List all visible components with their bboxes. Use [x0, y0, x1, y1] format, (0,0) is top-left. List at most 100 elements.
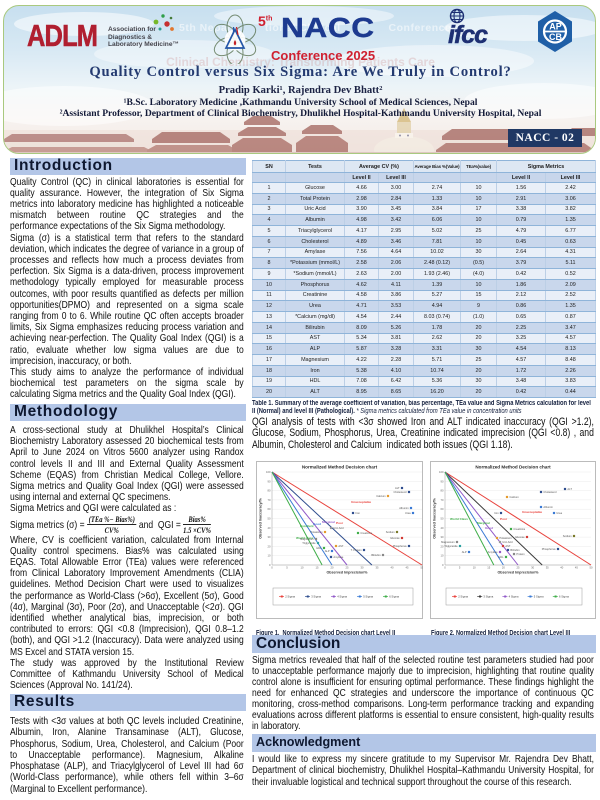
- svg-text:Uric Acid: Uric Acid: [333, 526, 344, 530]
- svg-text:80: 80: [441, 489, 444, 493]
- svg-text:6 Sigma: 6 Sigma: [559, 595, 569, 599]
- svg-text:World Class: World Class: [450, 517, 468, 521]
- svg-text:Calcium: Calcium: [376, 494, 385, 498]
- svg-text:Potassium: Potassium: [499, 536, 511, 540]
- svg-text:ALT: ALT: [567, 487, 572, 491]
- svg-text:50: 50: [590, 566, 593, 570]
- svg-text:50: 50: [268, 517, 271, 521]
- svg-text:5: 5: [286, 566, 288, 570]
- svg-text:Bilirubin: Bilirubin: [371, 553, 381, 557]
- svg-text:Sodium: Sodium: [563, 534, 572, 538]
- svg-text:90: 90: [268, 479, 271, 483]
- svg-text:HDL: HDL: [498, 555, 504, 559]
- svg-text:15: 15: [487, 566, 490, 570]
- svg-text:Poor: Poor: [336, 521, 344, 525]
- svg-text:CB: CB: [549, 32, 562, 42]
- svg-text:Iron: Iron: [355, 511, 360, 515]
- svg-text:ALT: ALT: [395, 486, 400, 490]
- svg-text:Iron: Iron: [494, 511, 499, 515]
- svg-text:60: 60: [268, 507, 271, 511]
- svg-text:6 Sigma: 6 Sigma: [389, 595, 399, 599]
- svg-text:Triglyceride: Triglyceride: [444, 544, 458, 548]
- svg-text:Albumin: Albumin: [543, 505, 553, 509]
- svg-text:3 Sigma: 3 Sigma: [483, 595, 493, 599]
- svg-text:35: 35: [546, 566, 549, 570]
- svg-text:30: 30: [441, 535, 444, 539]
- svg-text:ALP: ALP: [325, 549, 330, 553]
- svg-text:Magnesium: Magnesium: [441, 540, 454, 544]
- svg-text:20: 20: [268, 544, 271, 548]
- svg-text:0: 0: [444, 566, 446, 570]
- svg-text:Poor: Poor: [500, 517, 508, 521]
- svg-text:Protein: Protein: [516, 552, 525, 556]
- svg-text:30: 30: [361, 566, 364, 570]
- svg-text:4 Sigma: 4 Sigma: [337, 595, 347, 599]
- svg-text:HDL: HDL: [316, 546, 322, 550]
- svg-text:Potassium: Potassium: [310, 530, 322, 534]
- svg-text:2 Sigma: 2 Sigma: [285, 595, 295, 599]
- svg-text:Magnesium: Magnesium: [300, 537, 313, 541]
- svg-text:Observed Inaccuracy/%: Observed Inaccuracy/%: [259, 497, 263, 538]
- svg-text:0: 0: [442, 563, 444, 567]
- svg-text:Sodium: Sodium: [386, 530, 395, 534]
- svg-text:Unacceptable: Unacceptable: [522, 510, 542, 514]
- svg-text:50: 50: [441, 517, 444, 521]
- svg-text:ALP: ALP: [462, 550, 467, 554]
- svg-text:0: 0: [271, 566, 273, 570]
- svg-text:Urea: Urea: [556, 511, 562, 515]
- svg-text:Glucose: Glucose: [515, 535, 525, 539]
- svg-text:40: 40: [560, 566, 563, 570]
- svg-text:10: 10: [268, 554, 271, 558]
- svg-text:Creatinine: Creatinine: [360, 531, 372, 535]
- svg-text:30: 30: [531, 566, 534, 570]
- svg-text:3 Sigma: 3 Sigma: [311, 595, 321, 599]
- svg-text:Normalized Method Decision cha: Normalized Method Decision chart: [475, 465, 551, 470]
- svg-text:30: 30: [268, 535, 271, 539]
- svg-text:Observed Imprecision%: Observed Imprecision%: [327, 571, 369, 575]
- svg-text:Phosphorus: Phosphorus: [393, 544, 408, 548]
- svg-text:Glucose: Glucose: [390, 536, 400, 540]
- svg-text:45: 45: [575, 566, 578, 570]
- svg-text:40: 40: [391, 566, 394, 570]
- svg-text:Marginal: Marginal: [477, 521, 490, 525]
- svg-text:15: 15: [316, 566, 319, 570]
- svg-text:Amylase: Amylase: [488, 550, 499, 554]
- svg-text:Unacceptable: Unacceptable: [351, 500, 371, 504]
- svg-text:2 Sigma: 2 Sigma: [458, 595, 468, 599]
- svg-text:AST: AST: [505, 544, 510, 548]
- svg-text:Good: Good: [313, 522, 321, 526]
- svg-text:40: 40: [441, 526, 444, 530]
- svg-text:0: 0: [269, 563, 271, 567]
- svg-text:T. Protein: T. Protein: [351, 548, 363, 552]
- svg-text:AST: AST: [338, 544, 343, 548]
- svg-text:25: 25: [346, 566, 349, 570]
- svg-text:Urea: Urea: [405, 511, 411, 515]
- svg-text:40: 40: [268, 526, 271, 530]
- svg-text:Calcium: Calcium: [509, 495, 518, 499]
- svg-text:Good: Good: [485, 526, 493, 530]
- svg-text:Observed Inaccuracy/%: Observed Inaccuracy/%: [433, 497, 437, 538]
- svg-text:Albumin: Albumin: [399, 506, 409, 510]
- svg-text:45: 45: [406, 566, 409, 570]
- svg-text:Creatinine: Creatinine: [513, 527, 525, 531]
- svg-text:World class: World class: [296, 536, 314, 540]
- svg-text:50: 50: [421, 566, 424, 570]
- svg-text:90: 90: [441, 479, 444, 483]
- svg-text:Excellent: Excellent: [300, 524, 314, 528]
- svg-text:20: 20: [441, 544, 444, 548]
- svg-text:AP: AP: [549, 21, 562, 31]
- svg-text:10: 10: [441, 554, 444, 558]
- svg-text:Cholesterol: Cholesterol: [543, 490, 557, 494]
- svg-text:Marginal: Marginal: [322, 520, 335, 524]
- svg-text:Bilirubin: Bilirubin: [510, 548, 520, 552]
- svg-text:Normalized Method Decision cha: Normalized Method Decision chart: [302, 465, 378, 470]
- svg-text:Amylase: Amylase: [333, 555, 344, 559]
- svg-text:Uric Acid: Uric Acid: [502, 540, 513, 544]
- svg-text:10: 10: [301, 566, 304, 570]
- svg-text:5 Sigma: 5 Sigma: [534, 595, 544, 599]
- svg-text:20: 20: [502, 566, 505, 570]
- svg-text:Cholesterol: Cholesterol: [393, 490, 407, 494]
- svg-text:35: 35: [376, 566, 379, 570]
- svg-text:Observed Imprecision%: Observed Imprecision%: [498, 571, 540, 575]
- svg-text:100: 100: [439, 470, 444, 474]
